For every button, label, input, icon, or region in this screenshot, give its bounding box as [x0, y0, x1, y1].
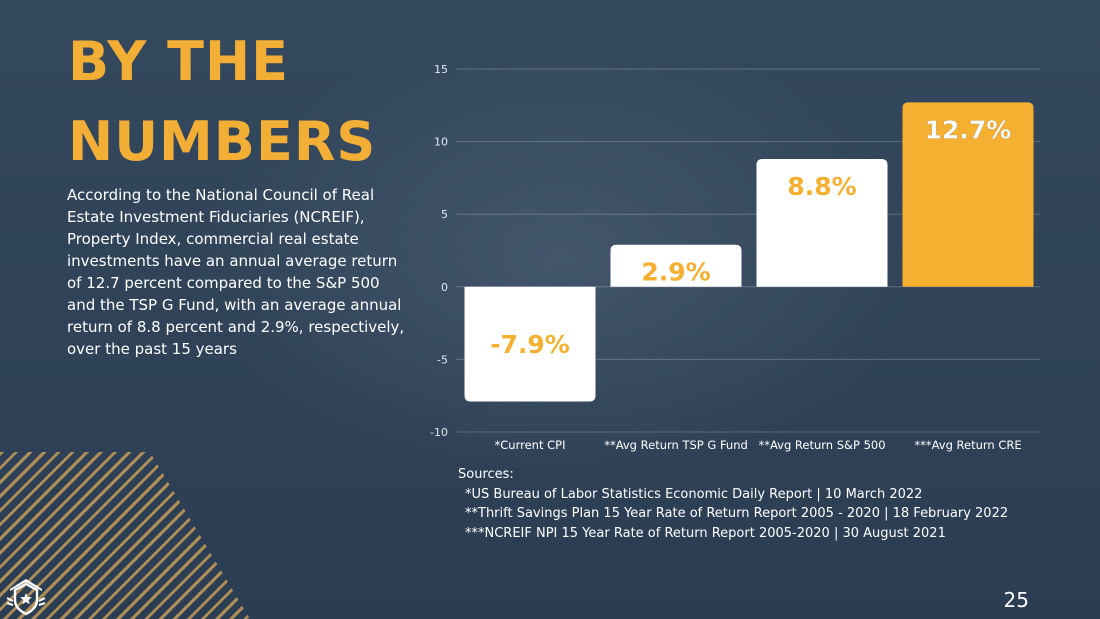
- sources-block: Sources: *US Bureau of Labor Statistics …: [458, 465, 1078, 543]
- bar-1: [610, 244, 742, 287]
- y-tick-label: 0: [441, 281, 448, 294]
- y-tick-label: 10: [434, 136, 448, 149]
- bar-2: [756, 159, 888, 287]
- data-label: 2.9%: [641, 258, 710, 287]
- data-label: -7.9%: [490, 330, 570, 359]
- sources-heading: Sources:: [458, 467, 514, 482]
- source-item: **Thrift Savings Plan 15 Year Rate of Re…: [465, 506, 1009, 521]
- bar-chart: 15 10 5 0 -5 -10 -7.9% *Current CPI 2.9% **Avg Re…: [430, 63, 1040, 452]
- bar-3: [902, 102, 1034, 287]
- source-item: *US Bureau of Labor Statistics Economic …: [465, 486, 923, 502]
- source-item: ***NCREIF NPI 15 Year Rate of Return Rep…: [465, 525, 946, 541]
- slide-title: BY THE NUMBERS: [68, 30, 377, 173]
- body-paragraph: According to the National Council of Rea…: [67, 186, 405, 358]
- bar-0: [464, 286, 596, 402]
- y-tick-label: -10: [430, 426, 448, 439]
- data-label: 12.7%: [925, 115, 1012, 144]
- y-tick-label: -5: [437, 353, 448, 366]
- shield-house-logo-icon: [6, 579, 46, 616]
- x-category-label: **Avg Return TSP G Fund: [604, 438, 748, 452]
- x-category-label: ***Avg Return CRE: [914, 438, 1021, 452]
- chart-labels: 15 10 5 0 -5 -10 -7.9% *Current CPI 2.9% **Avg Re…: [430, 63, 1022, 452]
- x-category-label: *Current CPI: [495, 438, 566, 452]
- data-label: 8.8%: [787, 172, 856, 201]
- x-category-label: **Avg Return S&P 500: [758, 438, 885, 452]
- page-number: 25: [1003, 588, 1029, 612]
- chart-bars: [464, 102, 1034, 402]
- y-tick-label: 15: [434, 63, 448, 76]
- y-tick-label: 5: [441, 208, 448, 221]
